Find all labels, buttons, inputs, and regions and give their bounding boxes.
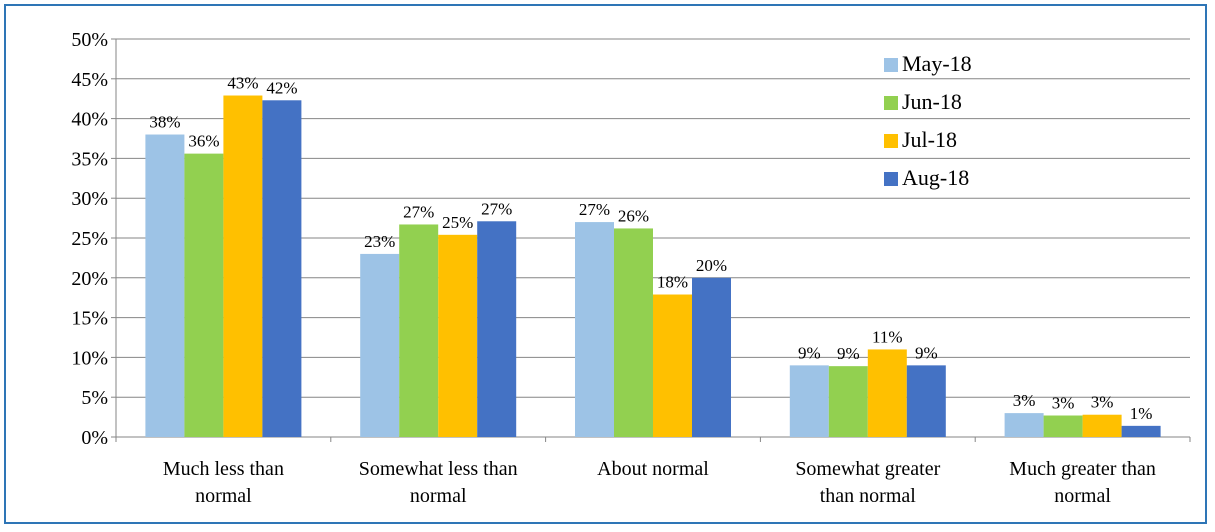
y-tick-label: 5% bbox=[81, 387, 108, 409]
bar bbox=[262, 100, 302, 438]
bar bbox=[1082, 414, 1122, 437]
category-label: normal bbox=[1054, 485, 1111, 507]
bar bbox=[438, 234, 478, 437]
legend-label: Jun-18 bbox=[902, 89, 962, 114]
category-label: Somewhat less than bbox=[359, 458, 518, 480]
data-label: 23% bbox=[364, 232, 395, 251]
bar bbox=[477, 221, 517, 437]
bar bbox=[399, 224, 439, 437]
y-tick-label: 40% bbox=[71, 109, 108, 131]
bar bbox=[360, 253, 400, 437]
data-label: 27% bbox=[403, 202, 434, 221]
data-label: 3% bbox=[1052, 394, 1075, 413]
category-label: normal bbox=[410, 485, 467, 507]
data-label: 9% bbox=[837, 344, 860, 363]
y-tick-label: 0% bbox=[81, 427, 108, 449]
data-label: 3% bbox=[1013, 391, 1036, 410]
y-tick-label: 45% bbox=[71, 69, 108, 91]
bar bbox=[1043, 415, 1083, 437]
bar bbox=[828, 366, 868, 437]
bar bbox=[184, 153, 224, 437]
data-label: 42% bbox=[266, 78, 297, 97]
data-label: 1% bbox=[1130, 404, 1153, 423]
bar bbox=[1121, 425, 1161, 437]
data-label: 25% bbox=[442, 213, 473, 232]
bar bbox=[575, 222, 614, 437]
category-label: About normal bbox=[597, 458, 709, 480]
bar bbox=[867, 349, 907, 437]
y-tick-label: 20% bbox=[71, 268, 108, 290]
data-label: 43% bbox=[227, 74, 258, 93]
bar bbox=[653, 294, 692, 437]
category-label: than normal bbox=[820, 485, 917, 507]
category-label: Somewhat greater bbox=[795, 458, 940, 480]
data-label: 26% bbox=[618, 206, 649, 225]
data-label: 18% bbox=[657, 273, 688, 292]
data-label: 36% bbox=[188, 132, 219, 151]
y-tick-label: 50% bbox=[71, 29, 108, 51]
data-label: 20% bbox=[696, 256, 727, 275]
legend-swatch bbox=[884, 58, 898, 72]
y-tick-label: 10% bbox=[71, 347, 108, 369]
y-tick-label: 30% bbox=[71, 188, 108, 210]
category-label: Much greater than bbox=[1009, 458, 1156, 480]
data-label: 11% bbox=[872, 327, 903, 346]
data-label: 9% bbox=[798, 343, 821, 362]
data-label: 3% bbox=[1091, 393, 1114, 412]
data-label: 38% bbox=[149, 113, 180, 132]
bar bbox=[614, 228, 653, 437]
bar bbox=[692, 277, 731, 437]
category-label: Much less than bbox=[163, 458, 284, 480]
data-label: 9% bbox=[915, 343, 938, 362]
bar bbox=[906, 365, 946, 437]
data-label: 27% bbox=[481, 199, 512, 218]
legend-swatch bbox=[884, 96, 898, 110]
bar bbox=[1004, 413, 1044, 437]
y-tick-label: 15% bbox=[71, 308, 108, 330]
bar bbox=[789, 365, 829, 437]
y-tick-label: 35% bbox=[71, 148, 108, 170]
bar bbox=[223, 95, 263, 438]
legend-swatch bbox=[884, 172, 898, 186]
legend-swatch bbox=[884, 134, 898, 148]
legend-label: Aug-18 bbox=[902, 165, 969, 190]
y-tick-label: 25% bbox=[71, 228, 108, 250]
data-label: 27% bbox=[579, 200, 610, 219]
category-label: normal bbox=[195, 485, 252, 507]
legend-label: Jul-18 bbox=[902, 127, 957, 152]
legend-label: May-18 bbox=[902, 51, 972, 76]
bar bbox=[145, 134, 185, 437]
